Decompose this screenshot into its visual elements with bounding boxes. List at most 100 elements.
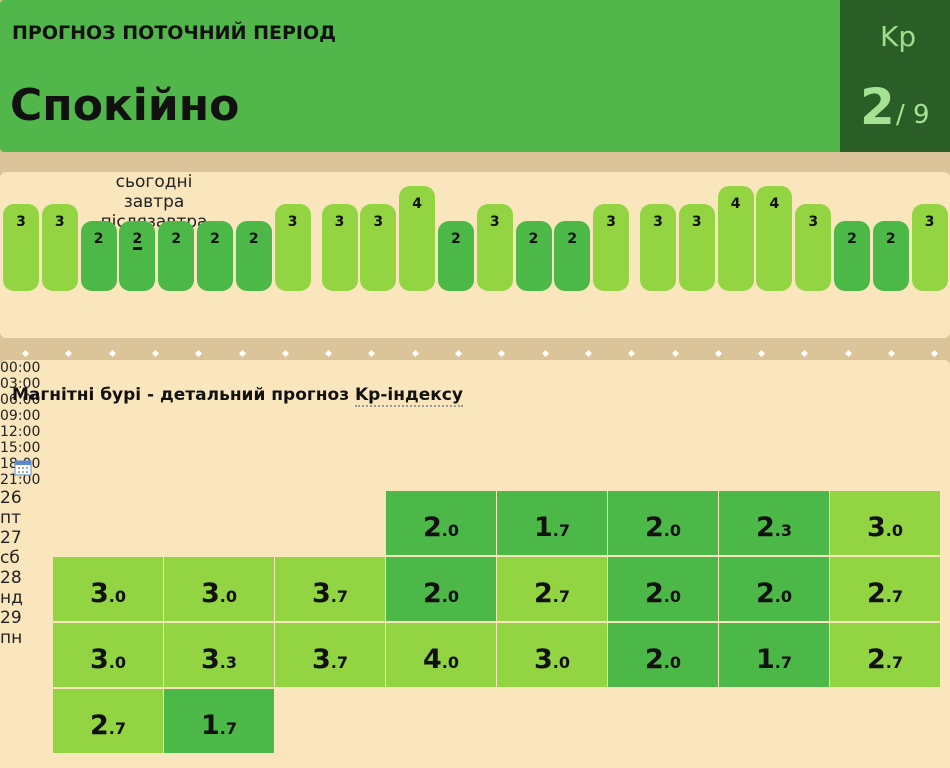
kp-cell: 3.0 (53, 557, 163, 621)
kp-bar: 2 (197, 221, 233, 291)
row-day: 26 (0, 488, 22, 508)
kp-cell-value: 3.3 (200, 643, 237, 675)
day-label: завтра (123, 192, 185, 212)
time-header: 15:00 (0, 440, 41, 456)
kp-cell: 3.0 (830, 491, 940, 555)
kp-cell-value: 1.7 (755, 643, 792, 675)
kp-label: Kp (880, 20, 917, 53)
status: Спокійно (10, 80, 240, 131)
kp-cell-value: 2.0 (644, 511, 681, 543)
kp-cell-value: 3.0 (866, 511, 903, 543)
bar-label: 3 (653, 213, 663, 230)
kp-bar: 3 (360, 203, 397, 291)
time-header: 21:00 (0, 472, 41, 488)
kp-bar: 3 (593, 203, 630, 291)
separator-dot (238, 349, 246, 358)
bar-label: 3 (16, 213, 26, 230)
kp-cell: 3.0 (497, 623, 607, 687)
header-label: ПРОГНОЗ ПОТОЧНИЙ ПЕРІОД (12, 22, 337, 44)
row-weekday: нд (0, 588, 23, 608)
kp-value: 2 (860, 78, 895, 136)
time-header: 12:00 (0, 424, 41, 440)
bar-label: 2 (847, 231, 857, 247)
kp-cell: 2.7 (830, 623, 940, 687)
kp-cell: 4.0 (386, 623, 496, 687)
kp-cell-value: 3.7 (311, 577, 348, 609)
kp-bar: 3 (321, 203, 358, 291)
bar-label: 2 (248, 231, 259, 247)
separator-dot (498, 349, 506, 358)
table-title: Магнітні бурі - детальний прогноз Kp-інд… (12, 385, 463, 407)
separator-dot (628, 349, 636, 358)
table-panel: Магнітні бурі - детальний прогноз Kp-інд… (0, 360, 950, 768)
kp-cell-value: 3.0 (89, 643, 126, 675)
kp-cell: 3.0 (53, 623, 163, 687)
separator-dot (151, 349, 159, 358)
bar-label: 4 (769, 196, 780, 212)
kp-bar: 2 (235, 221, 272, 291)
kp-bar: 2 (554, 221, 591, 291)
row-day: 28 (0, 568, 22, 588)
row-day: 29 (0, 608, 22, 628)
separator-dot (21, 349, 30, 358)
kp-bar: 3 (911, 203, 948, 291)
kp-cell: 2.0 (608, 491, 718, 555)
separator-dot (931, 349, 939, 358)
kp-cell: 1.7 (497, 491, 607, 555)
kp-bar: 4 (399, 186, 436, 291)
kp-bar: 3 (3, 203, 39, 291)
separator-dot (108, 349, 116, 358)
kp-cell: 3.0 (164, 557, 274, 621)
kp-cell-value: 3.0 (89, 577, 126, 609)
title-link[interactable]: Kp-індексу (355, 385, 463, 407)
kp-cell: 2.7 (830, 557, 940, 621)
separator-dot (454, 349, 463, 358)
kp-cell: 1.7 (164, 689, 274, 753)
time-header: 03:00 (0, 376, 41, 392)
kp-bar: 4 (756, 186, 793, 291)
kp-cell-value: 3.0 (200, 577, 237, 609)
kp-cell: 2.0 (386, 491, 496, 555)
row-weekday: пт (0, 508, 22, 528)
kp-bar: 2 (119, 221, 156, 291)
separator-dot (368, 349, 376, 358)
time-header: 06:00 (0, 392, 41, 408)
separator-dot (195, 349, 203, 358)
row-weekday: сб (0, 548, 20, 568)
kp-cell-value: 1.7 (533, 511, 570, 543)
kp-bar: 3 (274, 203, 311, 291)
kp-bar: 2 (437, 221, 474, 291)
bar-label: 3 (334, 213, 345, 230)
kp-bar: 3 (795, 203, 832, 291)
separator-dot (887, 349, 896, 358)
kp-cell-value: 4.0 (422, 643, 459, 675)
kp-cell: 2.0 (719, 557, 829, 621)
kp-cell-value: 2.0 (755, 577, 792, 609)
kp-cell: 3.3 (164, 623, 274, 687)
kp-bar: 4 (717, 186, 754, 291)
bar-label: 3 (924, 213, 935, 230)
bar-label: 4 (412, 196, 422, 212)
separator-dot (65, 349, 73, 358)
kp-cell: 2.7 (497, 557, 607, 621)
kp-cell: 3.7 (275, 623, 385, 687)
kp-cell-value: 2.0 (644, 577, 681, 609)
calendar-icon (14, 460, 32, 476)
kp-cell-value: 3.0 (533, 643, 570, 675)
kp-box: Kp 2 / 9 (840, 0, 950, 152)
kp-bar: 2 (515, 221, 552, 291)
kp-cell-value: 2.0 (644, 643, 681, 675)
bar-label: 2 (132, 231, 143, 250)
kp-cell: 1.7 (719, 623, 829, 687)
kp-cell: 2.0 (608, 623, 718, 687)
time-header: 00:00 (0, 360, 41, 376)
status-header: ПРОГНОЗ ПОТОЧНИЙ ПЕРІОД Спокійно (0, 0, 950, 152)
kp-cell: 2.7 (53, 689, 163, 753)
kp-cell-value: 2.0 (422, 511, 459, 543)
bars-panel: 3 3 2 2 2 2 2 3 сьогодні 3 3 4 2 3 2 2 3 завтра 3 3 4 4 3 2 2 3 пі… (0, 172, 950, 338)
separator-dot (411, 349, 419, 358)
separator-dot (714, 349, 722, 358)
bar-label: 2 (567, 231, 578, 247)
bar-label: 3 (54, 213, 65, 230)
